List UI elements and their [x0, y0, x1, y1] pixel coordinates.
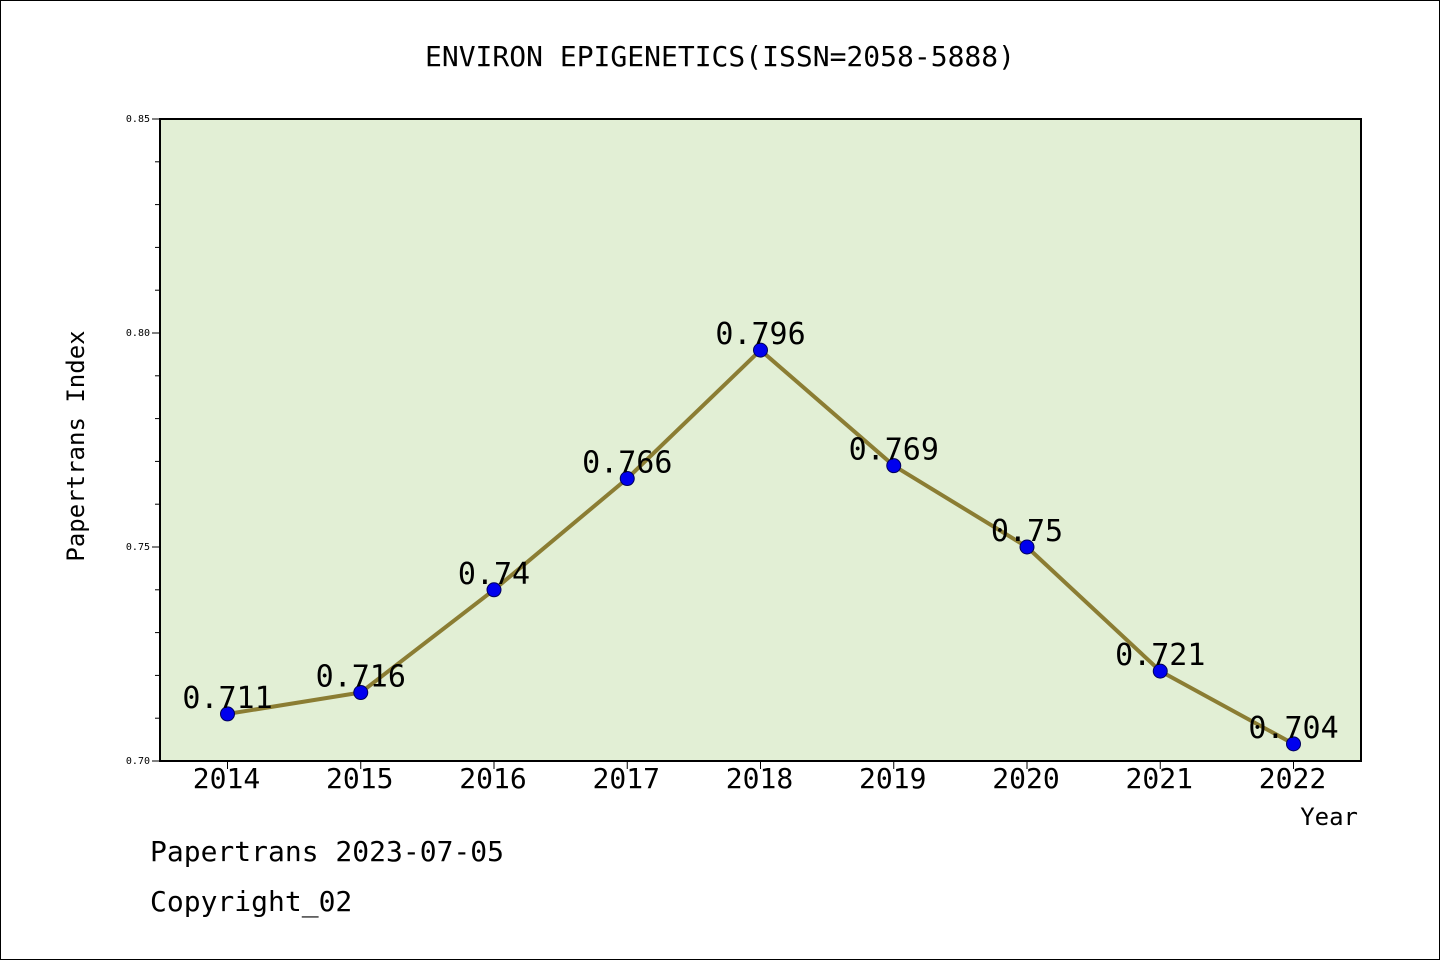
- data-label: 0.769: [849, 433, 939, 468]
- x-tick-label: 2021: [1126, 762, 1193, 795]
- data-point: [619, 471, 635, 487]
- y-axis: 0.70 0.75 0.80 0.85: [126, 114, 160, 767]
- data-point: [220, 706, 235, 722]
- data-label: 0.766: [582, 446, 672, 481]
- data-point: [1019, 539, 1035, 555]
- data-label: 0.716: [316, 660, 406, 695]
- data-label: 0.74: [458, 557, 530, 592]
- series-index: [220, 342, 1301, 752]
- x-tick-label: 2020: [992, 762, 1059, 795]
- x-axis-label: Year: [1300, 803, 1358, 831]
- footer-date-text: Papertrans 2023-07-05: [150, 835, 505, 868]
- data-point: [886, 458, 902, 474]
- chart-title: ENVIRON EPIGENETICS(ISSN=2058-5888): [425, 40, 1015, 73]
- y-axis-label: Papertrans Index: [62, 330, 90, 561]
- x-tick-label: 2019: [859, 762, 926, 795]
- y-tick-label: 0.75: [126, 542, 150, 553]
- x-tick-label: 2017: [593, 762, 660, 795]
- data-point: [753, 342, 768, 358]
- footer-copyright-text: Copyright_02: [150, 885, 353, 918]
- data-label: 0.711: [182, 681, 272, 716]
- y-tick-label: 0.80: [126, 328, 150, 339]
- x-tick-label: 2015: [326, 762, 393, 795]
- data-point: [1286, 736, 1301, 752]
- data-point: [353, 685, 369, 701]
- y-tick-label: 0.70: [126, 756, 150, 767]
- plot-area: [159, 118, 1362, 762]
- data-point: [486, 582, 502, 598]
- data-label: 0.75: [991, 514, 1063, 549]
- data-label: 0.704: [1248, 711, 1338, 746]
- data-labels: 0.711 0.716 0.74 0.766 0.796 0.769 0.75 0.721 0.…: [182, 317, 1338, 746]
- x-tick-label: 2018: [726, 762, 793, 795]
- data-label: 0.796: [715, 317, 805, 352]
- x-tick-label: 2022: [1259, 762, 1326, 795]
- data-label: 0.721: [1115, 638, 1205, 673]
- x-tick-label: 2016: [459, 762, 526, 795]
- y-tick-label: 0.85: [126, 114, 150, 125]
- data-point: [1152, 663, 1168, 679]
- x-axis: 2014 2015 2016 2017 2018 2019 2020 2021 2022: [193, 761, 1326, 795]
- x-tick-label: 2014: [193, 762, 260, 795]
